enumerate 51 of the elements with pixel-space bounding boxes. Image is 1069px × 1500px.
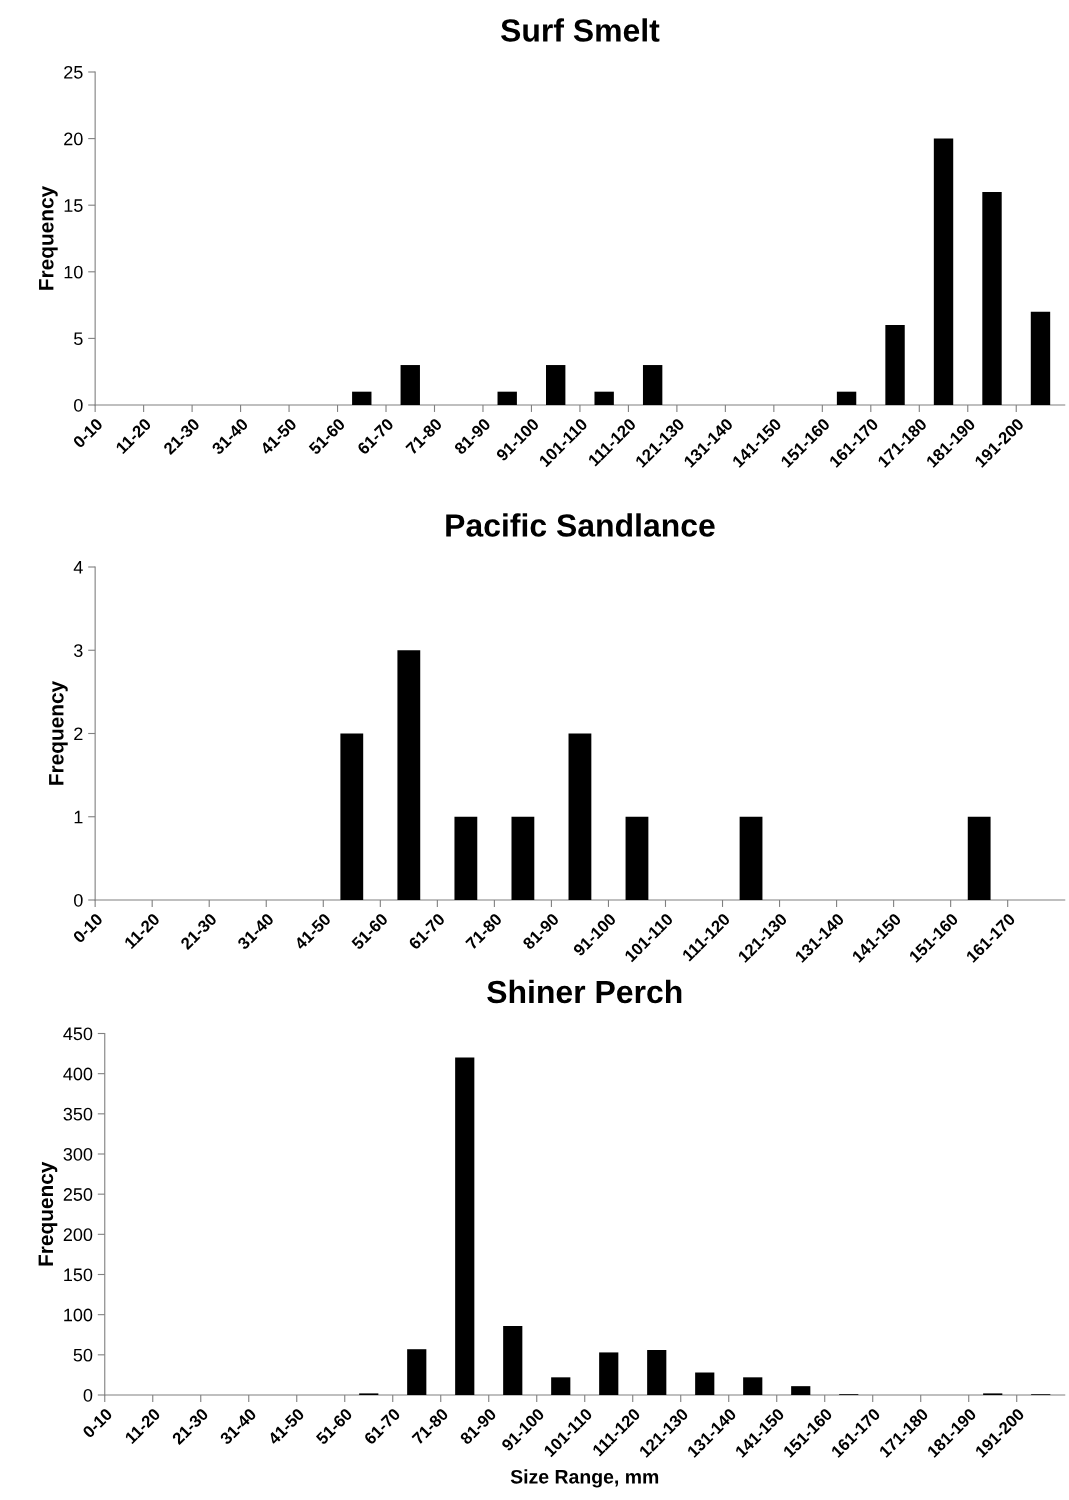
bar	[647, 1350, 667, 1395]
x-axis-title: Size Range, mm	[510, 1469, 659, 1488]
bar	[933, 138, 954, 405]
bar	[695, 1372, 715, 1395]
y-tick-label: 200	[63, 1228, 93, 1242]
y-tick-label: 350	[63, 1107, 93, 1121]
y-axis-title: Frequency	[38, 1161, 58, 1266]
bar	[599, 1352, 619, 1395]
y-tick-label: 4	[73, 561, 83, 574]
bar	[594, 391, 614, 405]
y-tick-label: 1	[74, 810, 83, 824]
bar	[791, 1386, 811, 1395]
chart-title: Shiner Perch	[487, 979, 682, 1004]
y-tick-label: 15	[64, 199, 83, 212]
y-tick-label: 150	[64, 1268, 93, 1282]
bar	[836, 391, 857, 405]
y-tick-label: 300	[63, 1147, 93, 1161]
x-tick-label: 0-10	[81, 1407, 113, 1439]
y-tick-label: 20	[64, 132, 83, 146]
bar	[885, 325, 905, 405]
x-tick-label: 0-10	[72, 417, 104, 449]
bar	[982, 191, 1002, 405]
bar	[407, 1349, 427, 1395]
bar	[455, 1057, 475, 1395]
bar	[551, 1377, 571, 1395]
chart-title: Surf Smelt	[500, 18, 660, 42]
y-tick-label: 3	[73, 644, 83, 657]
bar	[497, 391, 517, 405]
bar	[503, 1325, 523, 1395]
y-tick-label: 0	[74, 893, 83, 907]
y-axis-title: Frequency	[49, 680, 68, 785]
bar	[400, 365, 420, 405]
y-tick-label: 25	[64, 65, 83, 79]
bar	[546, 365, 566, 405]
bar	[642, 365, 663, 405]
x-tick-label: 0-10	[72, 912, 104, 944]
chart-title: Pacific Sandlance	[446, 513, 715, 537]
y-tick-label: 100	[64, 1308, 93, 1322]
bar	[352, 391, 372, 405]
y-tick-label: 5	[74, 332, 83, 346]
y-tick-label: 0	[74, 398, 83, 412]
y-axis-title: Frequency	[39, 185, 58, 290]
y-tick-label: 250	[63, 1188, 93, 1201]
y-tick-label: 0	[83, 1388, 93, 1402]
y-tick-label: 50	[73, 1348, 93, 1362]
y-tick-label: 10	[64, 265, 83, 279]
y-tick-label: 450	[63, 1027, 93, 1041]
bar	[743, 1377, 763, 1395]
bar	[1030, 311, 1051, 405]
y-tick-label: 400	[63, 1067, 93, 1081]
y-tick-label: 2	[74, 727, 83, 741]
